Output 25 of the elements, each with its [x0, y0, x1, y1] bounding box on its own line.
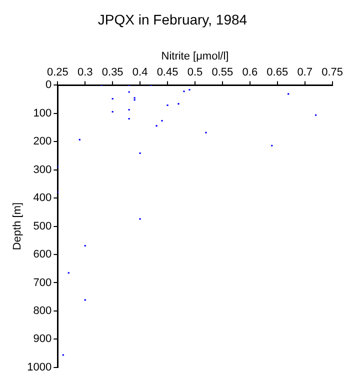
chart-title: JPQX in February, 1984: [98, 11, 248, 28]
y-tick-label: 800: [33, 304, 52, 317]
y-tick-label: 600: [33, 248, 52, 261]
y-tick-label: 0: [46, 79, 52, 92]
x-tick-label: 0.3: [77, 66, 93, 79]
x-tick-label: 0.6: [242, 66, 258, 79]
y-tick-label: 500: [33, 220, 52, 232]
y-tick-label: 100: [33, 107, 52, 120]
x-tick-label: 0.7: [297, 66, 312, 79]
y-tick-label: 700: [33, 276, 52, 289]
y-tick-label: 400: [33, 192, 52, 204]
y-axis-title: Depth [m]: [12, 202, 24, 250]
x-tick-label: 0.4: [132, 66, 148, 79]
x-tick-label: 0.5: [187, 66, 203, 79]
y-tick-label: 1000: [27, 361, 52, 374]
x-tick-label: 0.65: [266, 66, 288, 79]
y-tick-label: 900: [33, 333, 52, 346]
x-tick-label: 0.35: [102, 66, 124, 79]
y-tick-label: 200: [33, 136, 52, 148]
x-axis-title: Nitrite [μmol/l]: [161, 50, 229, 62]
y-tick-label: 300: [33, 164, 52, 176]
x-tick-label: 0.75: [322, 66, 344, 79]
x-tick-label: 0.25: [46, 66, 68, 79]
x-tick-label: 0.45: [156, 66, 178, 79]
x-tick-label: 0.55: [212, 66, 234, 79]
